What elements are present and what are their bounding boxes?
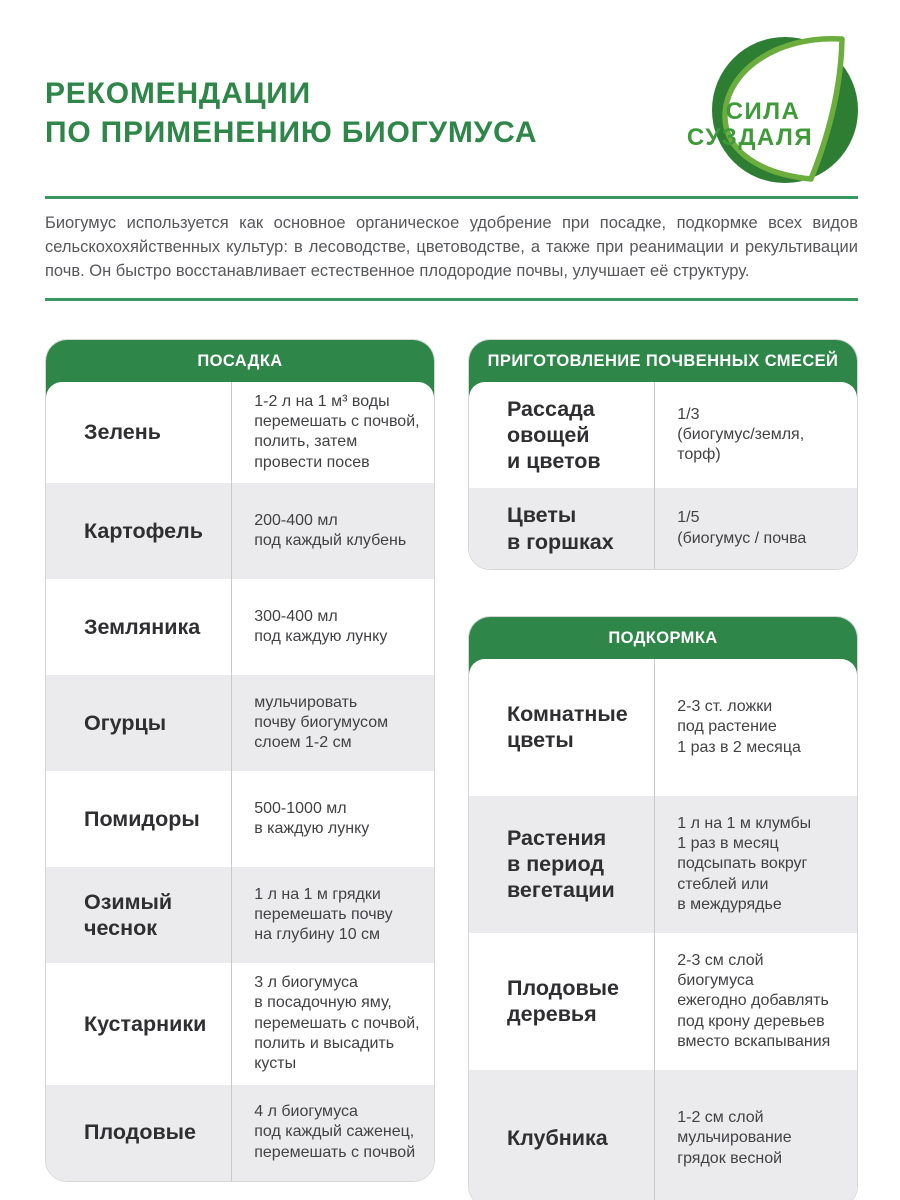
row-label: Земляника xyxy=(46,579,233,676)
table-planting-body: Зелень 1-2 л на 1 м³ воды перемешать с п… xyxy=(46,381,434,1181)
table-row: Комнатные цветы 2-3 ст. ложки под растен… xyxy=(469,658,857,796)
row-label: Озимый чеснок xyxy=(46,867,233,964)
intro-paragraph: Биогумус используется как основное орган… xyxy=(45,214,858,280)
row-label: Растения в период вегетации xyxy=(469,795,656,933)
logo-text-line2: СУЗДАЛЯ xyxy=(687,124,813,151)
page-title-line1: РЕКОМЕНДАЦИИ xyxy=(45,77,312,110)
table-row: Цветы в горшках 1/5 (биогумус / почва xyxy=(469,488,857,569)
divider-top xyxy=(45,196,858,199)
table-row: Плодовые 4 л биогумуса под каждый сажене… xyxy=(46,1084,434,1181)
row-value: 1-2 л на 1 м³ воды перемешать с почвой, … xyxy=(254,392,420,471)
row-label: Картофель xyxy=(46,483,233,580)
row-label: Клубника xyxy=(469,1069,656,1200)
table-row: Озимый чеснок 1 л на 1 м грядки перемеша… xyxy=(46,867,434,964)
row-label: Плодовые xyxy=(46,1084,233,1181)
row-value: мульчировать почву биогумусом слоем 1-2 … xyxy=(254,693,389,752)
row-value: 200-400 мл под каждый клубень xyxy=(254,511,407,550)
row-value: 2-3 ст. ложки под растение 1 раз в 2 мес… xyxy=(677,697,801,756)
left-column: ПОСАДКА Зелень 1-2 л на 1 м³ воды переме… xyxy=(45,338,435,1182)
tables-area: ПОСАДКА Зелень 1-2 л на 1 м³ воды переме… xyxy=(45,338,858,1200)
leaf-icon xyxy=(722,36,845,182)
table-row: Растения в период вегетации 1 л на 1 м к… xyxy=(469,795,857,933)
row-label: Помидоры xyxy=(46,771,233,868)
table-soil-mixes: ПРИГОТОВЛЕНИЕ ПОЧВЕННЫХ СМЕСЕЙ Рассада о… xyxy=(468,338,858,570)
row-value: 1/3 (биогумус/земля, торф) xyxy=(677,405,805,464)
row-label: Зелень xyxy=(46,381,233,484)
row-value: 300-400 мл под каждую лунку xyxy=(254,607,388,646)
table-row: Рассада овощей и цветов 1/3 (биогумус/зе… xyxy=(469,381,857,489)
row-value: 4 л биогумуса под каждый саженец, переме… xyxy=(254,1103,416,1161)
row-value: 500-1000 мл в каждую лунку xyxy=(254,799,370,838)
row-label: Огурцы xyxy=(46,675,233,772)
table-row: Зелень 1-2 л на 1 м³ воды перемешать с п… xyxy=(46,381,434,484)
table-feeding: ПОДКОРМКА Комнатные цветы 2-3 ст. ложки … xyxy=(468,615,858,1200)
table-row: Земляника 300-400 мл под каждую лунку xyxy=(46,579,434,676)
row-label: Комнатные цветы xyxy=(469,658,656,796)
row-value: 3 л биогумуса в посадочную яму, перемеша… xyxy=(254,974,420,1073)
table-planting: ПОСАДКА Зелень 1-2 л на 1 м³ воды переме… xyxy=(45,338,435,1182)
row-value: 1-2 см слой мульчирование грядок весной xyxy=(677,1108,792,1167)
row-value: 1 л на 1 м грядки перемешать почву на гл… xyxy=(254,885,393,944)
page-title-line2: ПО ПРИМЕНЕНИЮ БИОГУМУСА xyxy=(45,116,538,149)
row-value: 2-3 см слой биогумуса ежегодно добавлять… xyxy=(677,951,831,1050)
page-title: РЕКОМЕНДАЦИИ ПО ПРИМЕНЕНИЮ БИОГУМУСА xyxy=(45,70,685,152)
right-column: ПРИГОТОВЛЕНИЕ ПОЧВЕННЫХ СМЕСЕЙ Рассада о… xyxy=(468,338,858,1200)
row-label: Рассада овощей и цветов xyxy=(469,381,656,489)
row-label: Плодовые деревья xyxy=(469,932,656,1070)
table-soil-mixes-body: Рассада овощей и цветов 1/3 (биогумус/зе… xyxy=(469,381,857,569)
divider-bottom xyxy=(45,297,858,301)
table-feeding-body: Комнатные цветы 2-3 ст. ложки под растен… xyxy=(469,658,857,1200)
table-row: Помидоры 500-1000 мл в каждую лунку xyxy=(46,771,434,868)
table-row: Картофель 200-400 мл под каждый клубень xyxy=(46,483,434,580)
brand-logo: СИЛА СУЗДАЛЯ xyxy=(680,32,872,189)
table-row: Кустарники 3 л биогумуса в посадочную ям… xyxy=(46,963,434,1085)
row-value: 1/5 (биогумус / почва xyxy=(677,509,807,547)
row-label: Цветы в горшках xyxy=(469,488,656,569)
logo-text-line1: СИЛА xyxy=(726,98,801,125)
table-row: Плодовые деревья 2-3 см слой биогумуса е… xyxy=(469,932,857,1070)
table-row: Клубника 1-2 см слой мульчирование грядо… xyxy=(469,1069,857,1200)
row-value: 1 л на 1 м клумбы 1 раз в месяц подсыпат… xyxy=(677,814,812,913)
table-row: Огурцы мульчировать почву биогумусом сло… xyxy=(46,675,434,772)
row-label: Кустарники xyxy=(46,963,233,1085)
